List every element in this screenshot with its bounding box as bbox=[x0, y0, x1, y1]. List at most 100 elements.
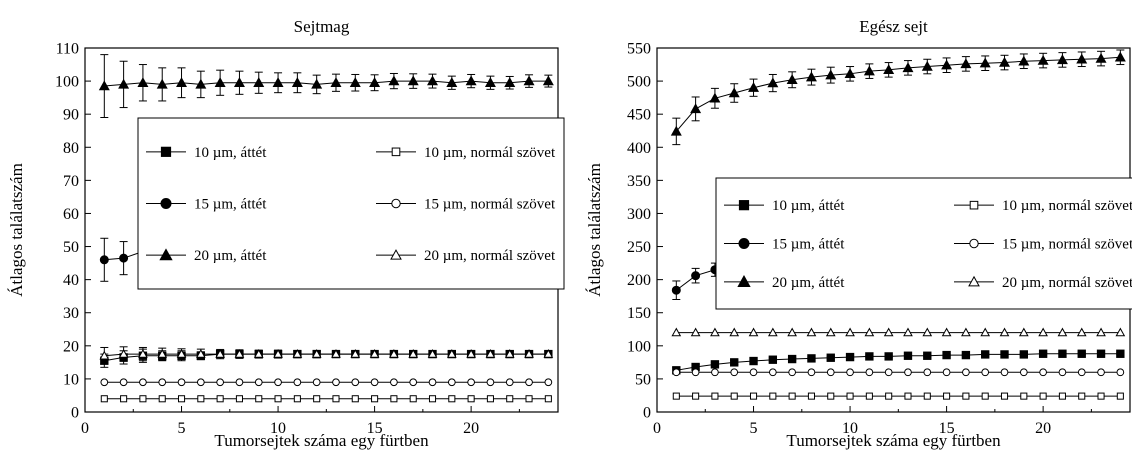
data-point bbox=[216, 395, 224, 403]
data-point bbox=[981, 392, 989, 400]
data-point bbox=[447, 378, 456, 387]
y-tick-label: 80 bbox=[63, 140, 79, 157]
data-point bbox=[923, 368, 932, 377]
data-point bbox=[351, 395, 359, 403]
data-point bbox=[1019, 350, 1028, 359]
data-point bbox=[1000, 368, 1009, 377]
data-point bbox=[119, 253, 129, 263]
y-tick-label: 30 bbox=[63, 305, 79, 322]
data-point bbox=[253, 349, 264, 358]
data-point bbox=[825, 69, 837, 80]
legend-label: 20 µm, áttét bbox=[194, 248, 267, 264]
y-axis-label: Átlagos találatszám bbox=[585, 163, 604, 297]
data-point bbox=[903, 327, 913, 337]
data-point bbox=[1097, 368, 1105, 377]
data-point bbox=[484, 77, 496, 87]
data-point bbox=[389, 349, 399, 358]
y-tick-label: 150 bbox=[627, 305, 651, 322]
data-point bbox=[865, 352, 874, 361]
data-point bbox=[1116, 392, 1124, 400]
y-tick-label: 300 bbox=[627, 206, 651, 223]
legend-marker bbox=[969, 238, 979, 249]
data-point bbox=[408, 349, 419, 358]
data-point bbox=[158, 378, 167, 387]
data-point bbox=[371, 395, 379, 403]
series-2 bbox=[672, 392, 1124, 400]
data-point bbox=[710, 360, 720, 369]
y-tick-label: 400 bbox=[627, 140, 651, 157]
data-point bbox=[1039, 368, 1047, 377]
legend-label: 15 µm, normál szövet bbox=[1002, 237, 1132, 253]
data-point bbox=[748, 327, 759, 337]
data-point bbox=[730, 358, 739, 367]
data-point bbox=[409, 378, 418, 387]
data-point bbox=[505, 378, 514, 387]
legend-marker bbox=[737, 275, 751, 287]
legend-label: 10 µm, normál szövet bbox=[1002, 198, 1132, 214]
data-point bbox=[370, 378, 379, 387]
data-point bbox=[979, 57, 991, 68]
data-point bbox=[177, 395, 186, 403]
data-point bbox=[214, 77, 226, 87]
data-point bbox=[749, 368, 758, 377]
legend-box bbox=[137, 117, 565, 290]
data-point bbox=[845, 352, 855, 362]
data-point bbox=[1076, 53, 1088, 64]
data-point bbox=[99, 350, 110, 360]
data-point bbox=[448, 395, 456, 403]
series-line bbox=[676, 353, 1121, 371]
data-point bbox=[176, 77, 188, 87]
data-point bbox=[999, 327, 1010, 337]
data-point bbox=[865, 368, 874, 377]
data-point bbox=[544, 378, 553, 387]
legend-label: 15 µm, áttét bbox=[772, 237, 845, 253]
data-point bbox=[1096, 327, 1106, 337]
data-point bbox=[884, 352, 893, 361]
data-point bbox=[428, 378, 437, 387]
legend-marker bbox=[160, 198, 172, 209]
data-point bbox=[865, 392, 873, 400]
y-tick-label: 100 bbox=[55, 74, 79, 91]
data-point bbox=[139, 378, 147, 387]
data-point bbox=[904, 392, 912, 400]
data-point bbox=[446, 349, 457, 358]
data-point bbox=[99, 255, 109, 265]
data-point bbox=[885, 392, 893, 400]
data-point bbox=[709, 92, 721, 103]
y-tick-label: 20 bbox=[63, 338, 79, 355]
y-tick-label: 550 bbox=[627, 41, 651, 58]
data-point bbox=[788, 368, 797, 377]
x-axis-label: Tumorsejtek száma egy fürtben bbox=[214, 431, 429, 450]
data-point bbox=[407, 75, 419, 86]
chart-title: Egész sejt bbox=[859, 17, 928, 36]
data-point bbox=[176, 349, 187, 358]
data-point bbox=[120, 395, 128, 403]
data-point bbox=[904, 368, 912, 377]
data-point bbox=[691, 271, 701, 281]
data-point bbox=[312, 378, 321, 387]
data-point bbox=[846, 368, 854, 377]
data-point bbox=[369, 349, 380, 358]
data-point bbox=[158, 395, 166, 403]
legend-label: 20 µm, normál szövet bbox=[1002, 275, 1132, 291]
data-point bbox=[1095, 52, 1107, 63]
series-line bbox=[104, 353, 549, 357]
data-point bbox=[485, 349, 496, 358]
data-point bbox=[544, 395, 552, 403]
data-point bbox=[427, 75, 438, 86]
data-point bbox=[233, 77, 245, 87]
y-tick-label: 50 bbox=[63, 239, 79, 256]
data-point bbox=[195, 78, 207, 89]
data-point bbox=[118, 78, 130, 89]
data-point bbox=[543, 349, 554, 358]
legend-marker bbox=[738, 238, 750, 249]
data-point bbox=[787, 354, 797, 364]
data-point bbox=[672, 368, 681, 377]
data-point bbox=[1076, 327, 1087, 337]
data-point bbox=[1000, 392, 1009, 400]
data-point bbox=[466, 349, 476, 358]
data-point bbox=[844, 68, 856, 79]
data-point bbox=[311, 78, 323, 89]
data-point bbox=[1077, 368, 1086, 377]
